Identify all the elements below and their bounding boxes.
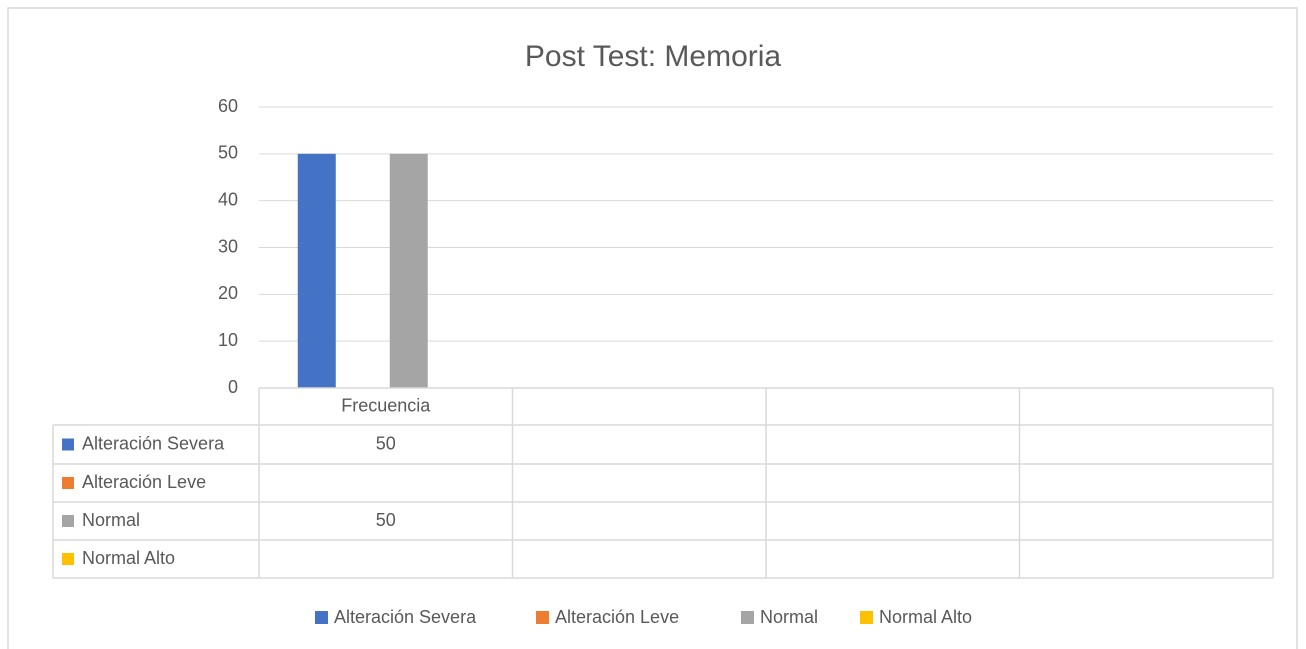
table-row-label: Alteración Leve <box>82 472 206 492</box>
legend-key <box>536 611 549 624</box>
y-tick-label: 60 <box>218 96 238 116</box>
table-legend-key <box>62 477 74 489</box>
legend-key <box>860 611 873 624</box>
y-tick-label: 10 <box>218 330 238 350</box>
table-value: 50 <box>376 433 396 453</box>
table-value: 50 <box>376 510 396 530</box>
legend-label: Normal Alto <box>879 607 972 627</box>
table-row-label: Alteración Severa <box>82 433 225 453</box>
bar <box>297 153 336 388</box>
table-row-label: Normal Alto <box>82 548 175 568</box>
legend-key <box>741 611 754 624</box>
table-legend-key <box>62 438 74 451</box>
y-tick-label: 20 <box>218 283 238 303</box>
y-tick-label: 0 <box>228 377 238 397</box>
y-tick-label: 30 <box>218 236 238 256</box>
legend-key <box>315 611 328 624</box>
chart-title: Post Test: Memoria <box>525 40 782 73</box>
legend-label: Normal <box>760 607 818 627</box>
legend-label: Alteración Severa <box>334 607 477 627</box>
legend-label: Alteración Leve <box>555 607 679 627</box>
chart-border <box>7 7 1298 649</box>
x-tick-label: Frecuencia <box>341 395 431 415</box>
table-row-label: Normal <box>82 510 140 530</box>
y-tick-label: 40 <box>218 189 238 209</box>
table-legend-key <box>62 515 74 527</box>
bar <box>389 153 428 388</box>
y-tick-label: 50 <box>218 143 238 163</box>
table-legend-key <box>62 553 74 565</box>
